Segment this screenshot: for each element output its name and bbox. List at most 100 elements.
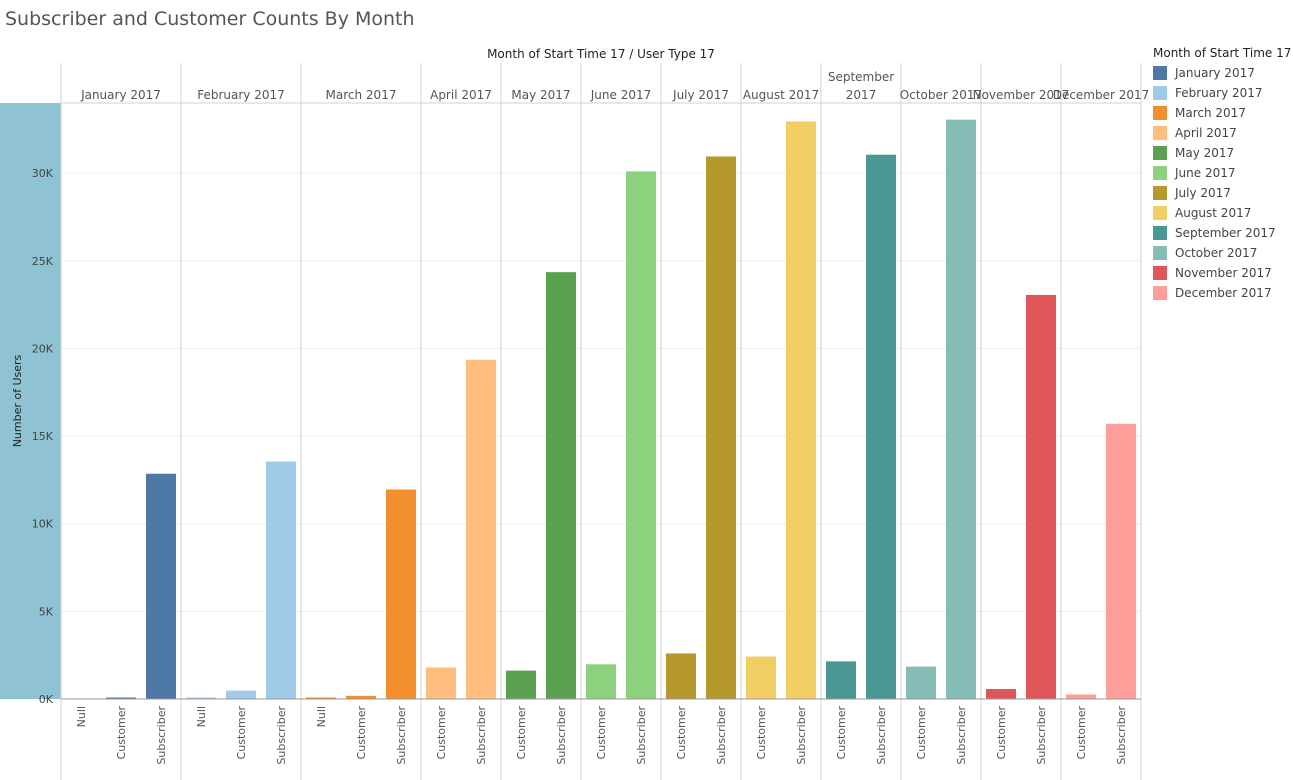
y-tick-label: 25K bbox=[32, 255, 54, 268]
legend-label: October 2017 bbox=[1175, 246, 1258, 260]
legend-title: Month of Start Time 17 bbox=[1153, 46, 1292, 60]
x-tick-label: Customer bbox=[235, 706, 248, 760]
column-header: Month of Start Time 17 / User Type 17 bbox=[487, 47, 715, 61]
bar bbox=[746, 656, 776, 699]
bar bbox=[1066, 694, 1096, 699]
x-tick-label: Customer bbox=[595, 706, 608, 760]
x-tick-label: Subscriber bbox=[475, 706, 488, 765]
bar bbox=[866, 154, 896, 699]
legend-item[interactable]: April 2017 bbox=[1153, 123, 1293, 143]
x-tick-labels: Null Customer Subscriber Null Customer Subscr… bbox=[75, 706, 1128, 765]
y-tick-label: 15K bbox=[32, 430, 54, 443]
bar bbox=[626, 171, 656, 700]
legend-item[interactable]: July 2017 bbox=[1153, 183, 1293, 203]
month-header: November 2017 bbox=[973, 88, 1070, 102]
x-tick-label: Subscriber bbox=[555, 706, 568, 765]
x-tick-label: Subscriber bbox=[275, 706, 288, 765]
legend-label: November 2017 bbox=[1175, 266, 1272, 280]
month-header: February 2017 bbox=[197, 88, 285, 102]
legend-item[interactable]: August 2017 bbox=[1153, 203, 1293, 223]
legend-swatch bbox=[1153, 266, 1167, 280]
bar bbox=[186, 697, 216, 699]
bar bbox=[426, 667, 456, 699]
legend-label: August 2017 bbox=[1175, 206, 1252, 220]
legend-item[interactable]: January 2017 bbox=[1153, 63, 1293, 83]
legend-swatch bbox=[1153, 146, 1167, 160]
legend-item[interactable]: May 2017 bbox=[1153, 143, 1293, 163]
y-tick-label: 0K bbox=[39, 693, 54, 706]
legend-item[interactable]: December 2017 bbox=[1153, 283, 1293, 303]
legend-item[interactable]: November 2017 bbox=[1153, 263, 1293, 283]
x-tick-label: Customer bbox=[835, 706, 848, 760]
x-tick-label: Customer bbox=[1075, 706, 1088, 760]
y-tick-labels: 0K 5K 10K 15K 20K 25K 30K bbox=[32, 167, 54, 706]
x-tick-label: Subscriber bbox=[1035, 706, 1048, 765]
legend-swatch bbox=[1153, 166, 1167, 180]
x-tick-label: Null bbox=[195, 706, 208, 727]
legend-swatch bbox=[1153, 66, 1167, 80]
x-tick-label: Subscriber bbox=[635, 706, 648, 765]
x-tick-label: Subscriber bbox=[795, 706, 808, 765]
bar bbox=[946, 119, 976, 699]
bar bbox=[666, 653, 696, 699]
x-tick-label: Subscriber bbox=[875, 706, 888, 765]
x-tick-label: Customer bbox=[435, 706, 448, 760]
month-header: December 2017 bbox=[1053, 88, 1150, 102]
bar bbox=[146, 473, 176, 699]
bar bbox=[906, 666, 936, 699]
bar bbox=[706, 156, 736, 699]
legend-swatch bbox=[1153, 246, 1167, 260]
x-tick-label: Customer bbox=[675, 706, 688, 760]
legend-swatch bbox=[1153, 126, 1167, 140]
legend-item[interactable]: February 2017 bbox=[1153, 83, 1293, 103]
x-tick-label: Customer bbox=[995, 706, 1008, 760]
month-header: June 2017 bbox=[590, 88, 652, 102]
bars bbox=[106, 119, 1136, 700]
month-header: April 2017 bbox=[430, 88, 492, 102]
legend-label: March 2017 bbox=[1175, 106, 1246, 120]
bar bbox=[1106, 423, 1136, 699]
month-header: August 2017 bbox=[743, 88, 819, 102]
legend-label: January 2017 bbox=[1175, 66, 1255, 80]
y-tick-label: 20K bbox=[32, 342, 54, 355]
month-header: March 2017 bbox=[326, 88, 397, 102]
legend-label: May 2017 bbox=[1175, 146, 1235, 160]
chart-title: Subscriber and Customer Counts By Month bbox=[5, 8, 415, 30]
x-tick-label: Subscriber bbox=[1115, 706, 1128, 765]
x-tick-label: Customer bbox=[115, 706, 128, 760]
bar bbox=[266, 461, 296, 699]
bar bbox=[466, 359, 496, 699]
month-header: January 2017 bbox=[80, 88, 161, 102]
bar bbox=[986, 689, 1016, 699]
legend-swatch bbox=[1153, 226, 1167, 240]
x-tick-label: Customer bbox=[915, 706, 928, 760]
gridlines bbox=[61, 172, 1141, 612]
legend-label: July 2017 bbox=[1175, 186, 1231, 200]
bar bbox=[586, 664, 616, 699]
x-tick-label: Customer bbox=[355, 706, 368, 760]
legend-item[interactable]: June 2017 bbox=[1153, 163, 1293, 183]
legend-swatch bbox=[1153, 286, 1167, 300]
month-header: May 2017 bbox=[511, 88, 570, 102]
legend-swatch bbox=[1153, 86, 1167, 100]
legend-swatch bbox=[1153, 206, 1167, 220]
bar bbox=[826, 661, 856, 699]
month-header: July 2017 bbox=[672, 88, 729, 102]
x-tick-label: Null bbox=[315, 706, 328, 727]
legend-label: September 2017 bbox=[1175, 226, 1276, 240]
y-axis-band bbox=[0, 103, 61, 699]
y-tick-label: 5K bbox=[39, 605, 54, 618]
x-tick-label: Customer bbox=[755, 706, 768, 760]
legend-item[interactable]: March 2017 bbox=[1153, 103, 1293, 123]
legend-item[interactable]: October 2017 bbox=[1153, 243, 1293, 263]
legend-item[interactable]: September 2017 bbox=[1153, 223, 1293, 243]
x-tick-label: Subscriber bbox=[955, 706, 968, 765]
x-tick-label: Subscriber bbox=[715, 706, 728, 765]
bar bbox=[1026, 294, 1056, 699]
legend: Month of Start Time 17 January 2017 Febru… bbox=[1153, 46, 1293, 303]
y-axis-label: Number of Users bbox=[11, 354, 24, 447]
bar bbox=[546, 272, 576, 699]
bar bbox=[346, 695, 376, 699]
x-tick-label: Customer bbox=[515, 706, 528, 760]
month-header: September 2017 bbox=[828, 70, 894, 102]
